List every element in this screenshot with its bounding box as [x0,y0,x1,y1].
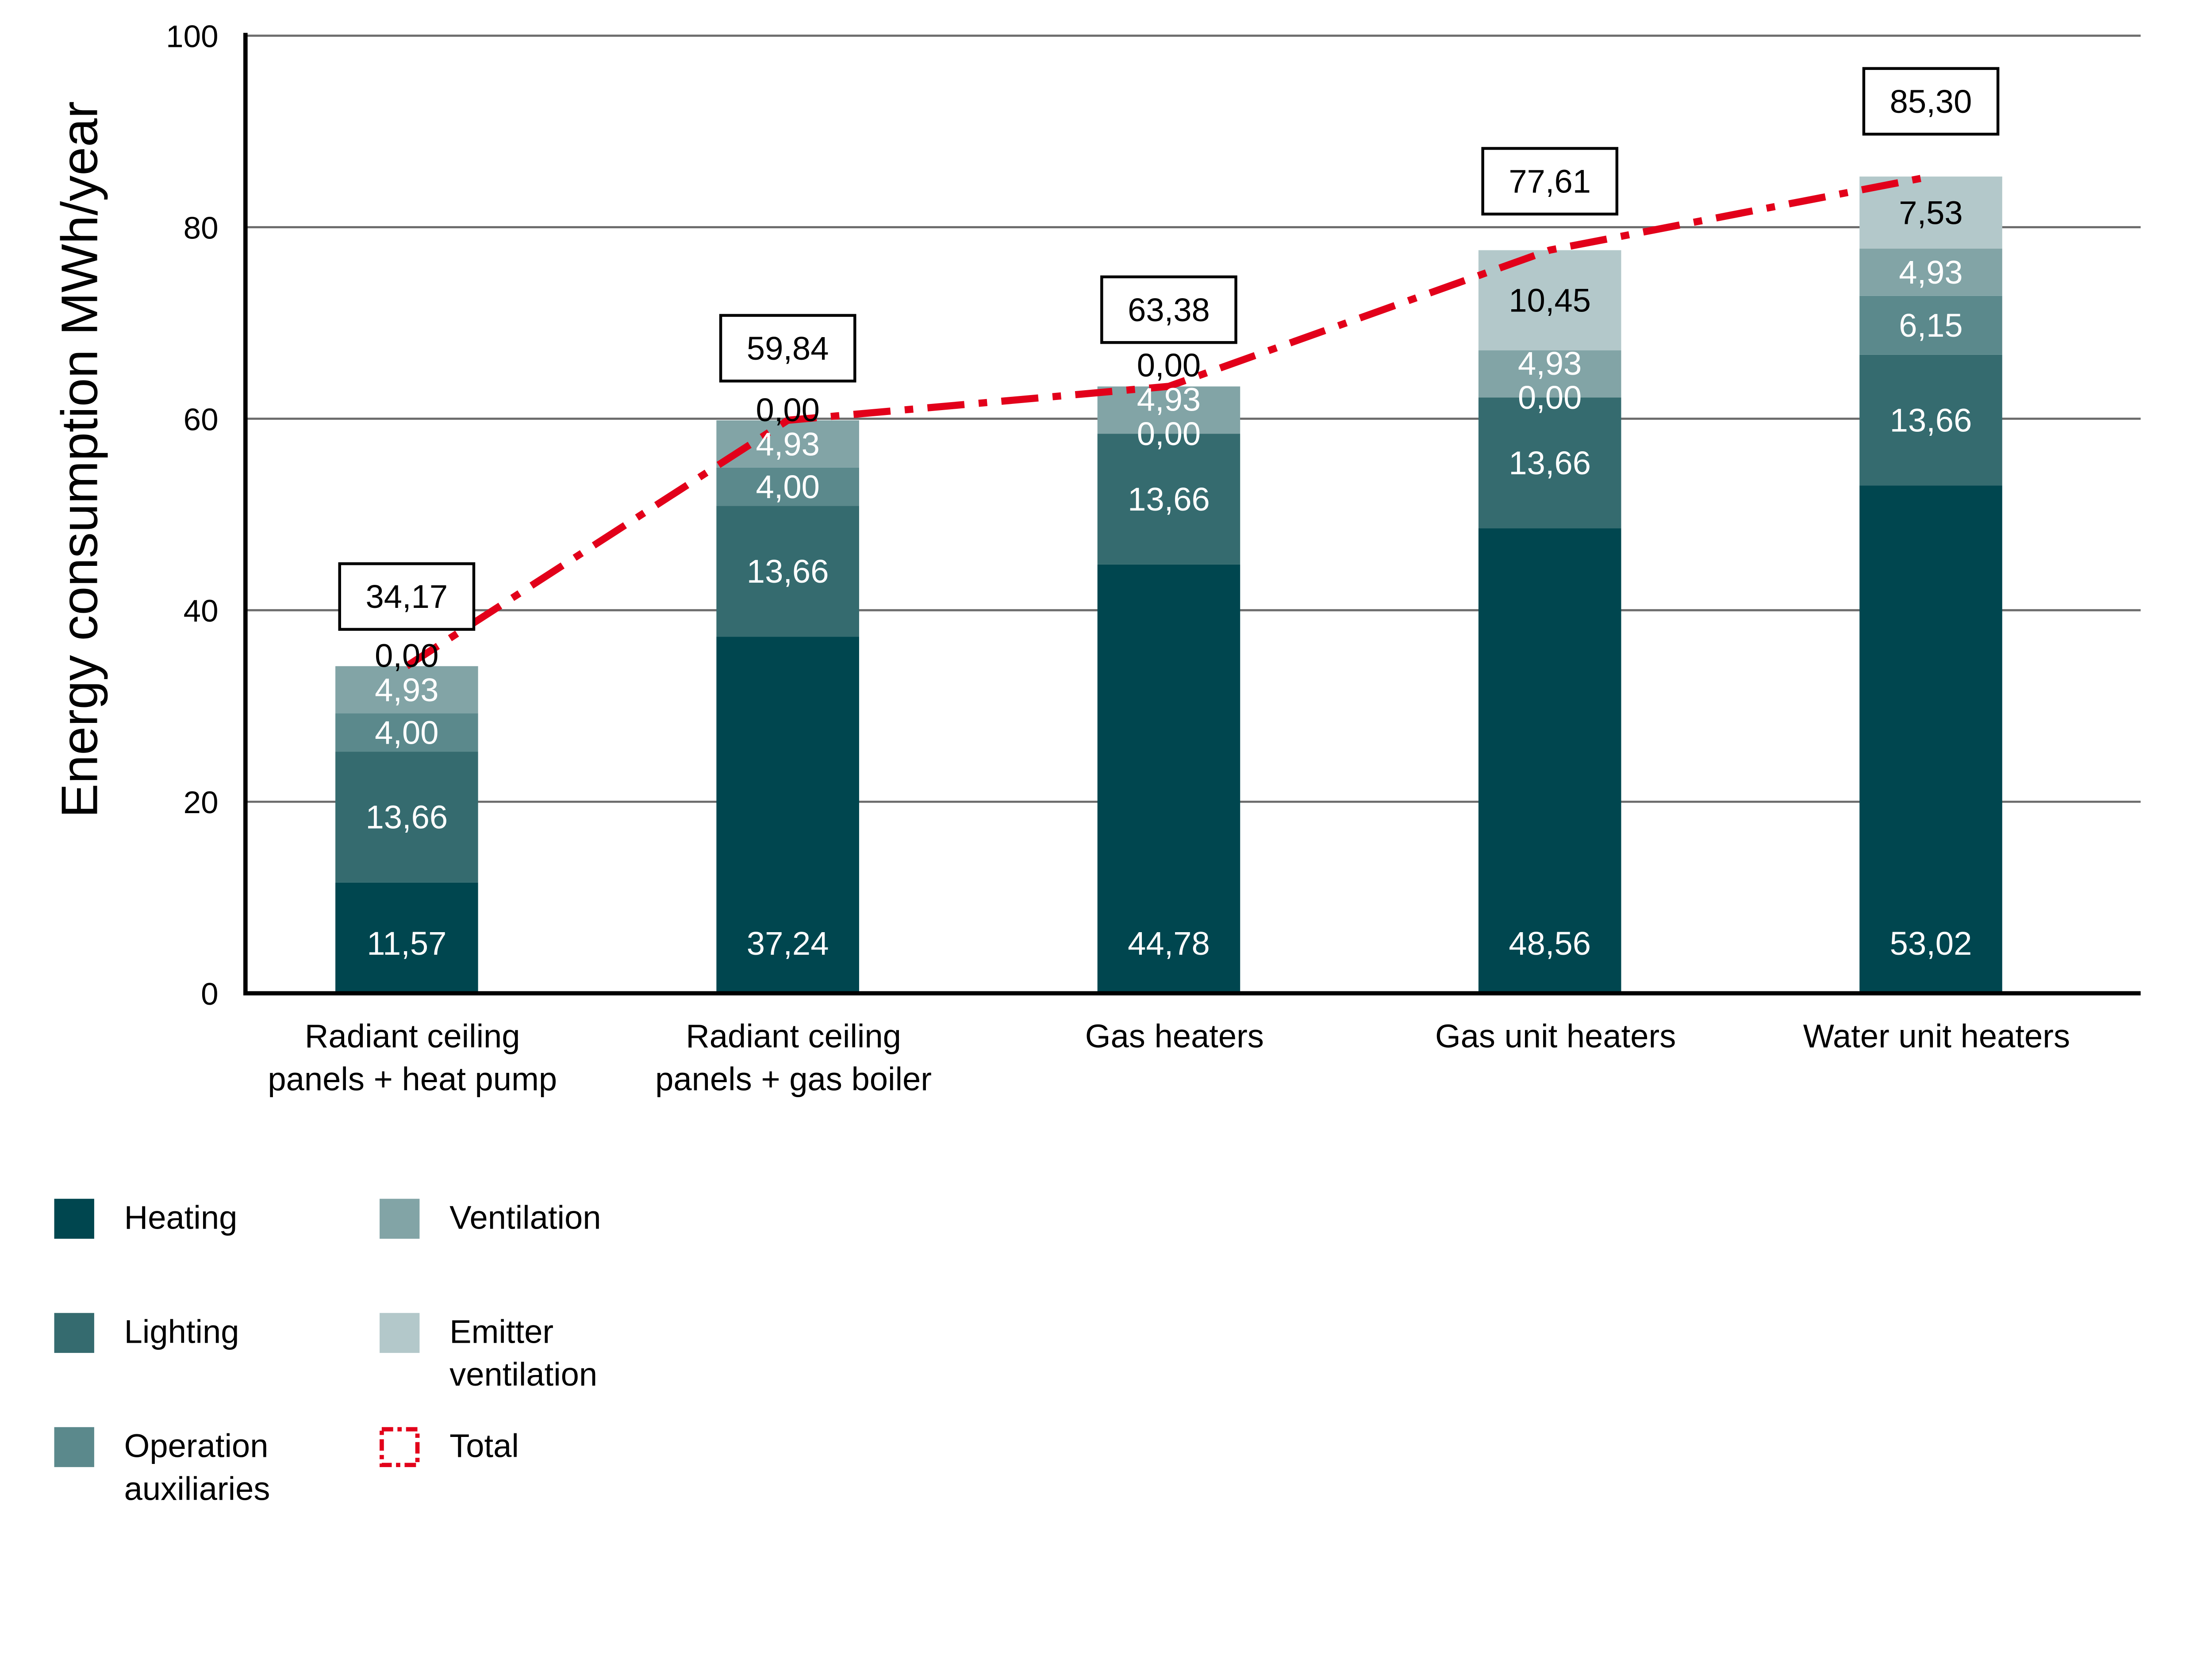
bar-segment-operation-auxiliaries [716,467,859,506]
data-label: 4,93 [756,426,819,462]
legend-swatch [54,1313,94,1353]
bar-segment-ventilation [716,420,859,468]
bar-segment-heating [335,882,478,994]
total-box [719,314,856,383]
legend-swatch [380,1198,420,1239]
total-label: 85,30 [1890,83,1972,120]
bar-segment-operation-auxiliaries [1859,296,2002,355]
x-tick-label: panels + heat pump [268,1061,557,1098]
bar-segment-heating [1097,564,1240,994]
data-label: 4,93 [1137,381,1201,418]
legend-label: ventilation [449,1356,597,1393]
bar-segment-ventilation [335,666,478,714]
legend-swatch [54,1427,94,1467]
data-label: 4,00 [375,714,438,751]
data-label: 13,66 [1509,445,1591,481]
bar-segment-lighting [1859,354,2002,486]
x-tick-label: panels + gas boiler [655,1061,932,1098]
total-box [1100,275,1237,344]
total-line-path [404,173,1932,669]
bar-segment-heating [1859,485,2002,994]
total-label: 34,17 [366,578,448,615]
y-tick-label: 100 [166,19,218,54]
bar-segment-lighting [335,752,478,883]
total-label: 63,38 [1128,292,1210,328]
data-label: 4,00 [756,469,819,505]
data-label: 11,57 [367,925,446,962]
total-box [1862,67,2000,136]
x-tick-label: Gas unit heaters [1435,1018,1676,1055]
data-label: 4,93 [1518,345,1582,382]
legend: Heating Lighting Operation auxiliaries Venti… [54,1198,601,1507]
y-tick-label: 60 [184,402,219,437]
bars [335,177,2002,994]
data-label: 13,66 [1890,402,1972,439]
data-label: 0,00 [756,392,819,428]
bar-segment-ventilation [1859,249,2002,296]
data-label: 37,24 [747,925,829,962]
legend-swatch [54,1198,94,1239]
x-tick-label: Water unit heaters [1803,1018,2070,1055]
data-label: 53,02 [1890,925,1972,962]
total-label: 77,61 [1509,163,1591,200]
bar-segment-ventilation [1478,350,1621,398]
data-label: 4,93 [1899,254,1962,291]
data-label: 13,66 [366,799,448,836]
data-label: 6,15 [1899,307,1962,344]
bar-segment-lighting [716,506,859,637]
bar-segment-lighting [1478,397,1621,529]
total-label: 59,84 [747,330,829,367]
x-tick-label: Radiant ceiling [305,1018,520,1055]
y-tick-label: 80 [184,211,219,246]
legend-label: Total [449,1428,519,1464]
bar-segment-operation-auxiliaries [335,713,478,752]
data-label: 0,00 [1137,415,1201,452]
legend-label: auxiliaries [124,1470,270,1507]
data-label: 0,00 [1518,379,1582,416]
bar-segment-heating [1478,528,1621,994]
total-box [1481,147,1619,216]
data-label: 0,00 [375,638,438,674]
y-tick-label: 0 [201,977,218,1012]
data-label: 13,66 [747,553,829,590]
data-label: 13,66 [1128,481,1210,518]
x-tick-labels: Radiant ceiling panels + heat pump Radiant… [268,1018,2070,1098]
axes: 0 20 40 60 80 100 [166,19,2141,1012]
y-tick-label: 40 [184,594,219,629]
data-label: 44,78 [1128,925,1210,962]
total-line [404,173,1932,669]
data-label: 0,00 [1137,347,1201,384]
y-axis-label: Energy consumption MWh/year [50,101,108,818]
legend-label: Emitter [449,1313,553,1350]
bar-segment-ventilation [1097,386,1240,434]
total-box [338,562,476,631]
legend-swatch [380,1313,420,1353]
legend-label: Heating [124,1199,238,1236]
data-labels: 11,5713,664,004,930,0037,2413,664,004,93… [338,67,2000,962]
legend-label: Operation [124,1428,269,1464]
legend-label: Lighting [124,1313,239,1350]
data-label: 7,53 [1899,194,1962,231]
bar-segment-lighting [1097,434,1240,565]
x-tick-label: Gas heaters [1085,1018,1264,1055]
data-label: 10,45 [1509,282,1591,319]
data-label: 4,93 [375,672,438,708]
legend-swatch-total [380,1427,420,1467]
bar-segment-heating [716,637,859,994]
data-label: 48,56 [1509,925,1591,962]
legend-label: Ventilation [449,1199,601,1236]
x-tick-label: Radiant ceiling [686,1018,901,1055]
y-tick-label: 20 [184,785,219,820]
